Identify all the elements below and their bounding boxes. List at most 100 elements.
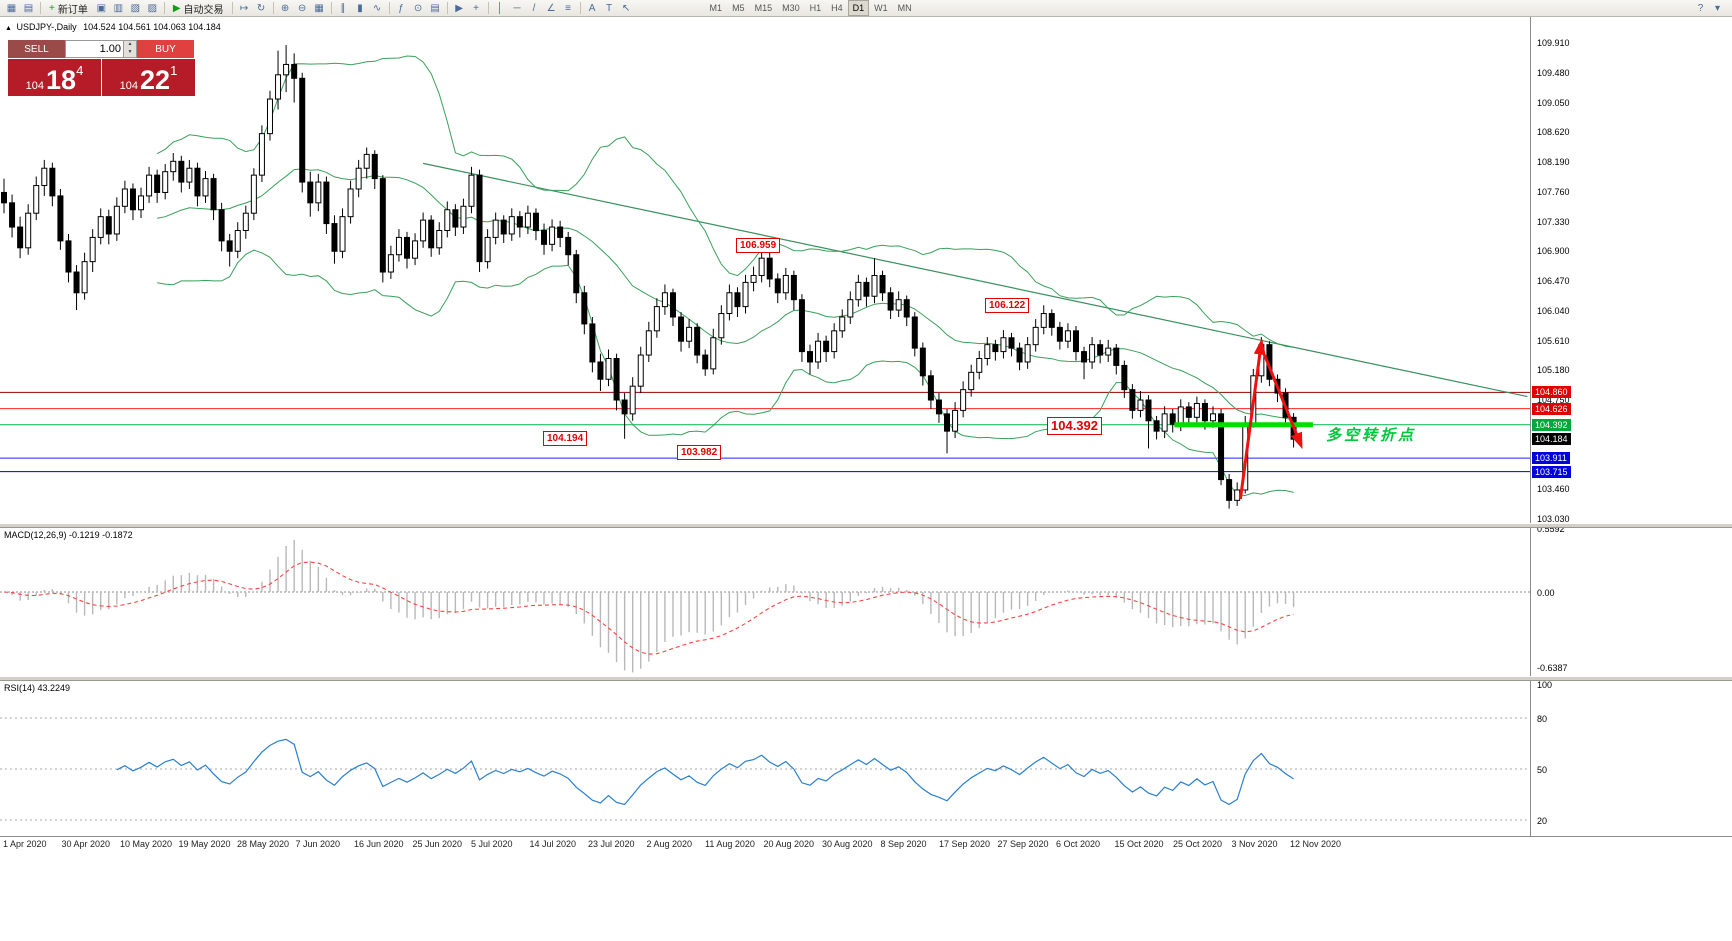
fibonacci-icon[interactable]: ≡ <box>565 2 571 14</box>
price-flag[interactable]: 104.392 <box>1047 417 1102 435</box>
buy-price-panel[interactable]: 104 22 1 <box>102 59 195 96</box>
date-label: 1 Apr 2020 <box>3 839 47 849</box>
timeframe-d1[interactable]: D1 <box>847 0 870 16</box>
price-axis-label: 105.610 <box>1537 335 1570 346</box>
date-label: 5 Jul 2020 <box>471 839 513 849</box>
price-flag[interactable]: 106.122 <box>985 298 1030 313</box>
price-axis-label: 104.750 <box>1537 395 1570 406</box>
date-label: 30 Apr 2020 <box>61 839 111 849</box>
text-icon[interactable]: A <box>588 2 596 14</box>
new-order-button-icon: + <box>49 2 55 14</box>
date-label: 6 Oct 2020 <box>1056 839 1101 849</box>
auto-scroll-icon[interactable]: ↻ <box>256 2 266 14</box>
date-label: 23 Jul 2020 <box>588 839 635 849</box>
one-click-toggle-icon[interactable]: ▲ <box>5 25 12 32</box>
trendline-icon[interactable]: / <box>532 2 536 14</box>
price-axis-label: 103.460 <box>1537 484 1570 495</box>
vline-icon[interactable]: │ <box>496 2 504 14</box>
price-flag[interactable]: 104.194 <box>543 431 588 446</box>
macd-axis-label: 0.5592 <box>1537 524 1565 534</box>
indicators-icon[interactable]: ƒ <box>398 2 404 14</box>
line-chart-icon[interactable]: ∿ <box>372 2 382 14</box>
sell-button[interactable]: SELL <box>8 40 65 58</box>
help-icon[interactable]: ? <box>1697 2 1704 14</box>
bar-chart-icon[interactable]: ∥ <box>340 2 346 14</box>
price-axis-label: 106.900 <box>1537 246 1570 257</box>
price-axis-tag: 103.715 <box>1532 465 1571 478</box>
timeframe-m5[interactable]: M5 <box>732 3 745 13</box>
panel-separator[interactable] <box>0 676 1732 681</box>
profiles-icon[interactable]: ▤ <box>23 2 34 14</box>
data-window-icon[interactable]: ▥ <box>113 2 124 14</box>
grid-icon[interactable]: ▦ <box>314 2 324 14</box>
volume-stepper[interactable]: 1.00 ▲ ▼ <box>65 40 137 58</box>
symbol-period-label: USDJPY-,Daily <box>16 22 77 32</box>
sell-price-fraction: 4 <box>76 63 84 78</box>
one-click-trade-widget: SELL 1.00 ▲ ▼ BUY 104 18 4 104 22 1 <box>8 40 196 96</box>
zoom-out-icon[interactable]: ⊖ <box>297 2 307 14</box>
macd-axis-label: 0.00 <box>1537 588 1555 598</box>
templates-icon[interactable]: ▤ <box>430 2 440 14</box>
timeframe-h4[interactable]: H4 <box>831 3 843 13</box>
arrows-icon[interactable]: ↖ <box>621 2 631 14</box>
date-label: 14 Jul 2020 <box>529 839 577 849</box>
rsi-axis-label: 80 <box>1537 714 1548 724</box>
new-order-button[interactable]: + 新订单 <box>44 1 93 16</box>
rsi-axis-label: 50 <box>1537 765 1548 775</box>
chart-shift-icon[interactable]: ↦ <box>239 2 249 14</box>
date-label: 28 May 2020 <box>237 839 290 849</box>
date-label: 19 May 2020 <box>178 839 231 849</box>
price-axis-tag: 104.626 <box>1532 402 1571 415</box>
price-axis-label: 106.040 <box>1537 305 1570 316</box>
price-flag[interactable]: 103.982 <box>677 445 722 460</box>
timeframe-w1[interactable]: W1 <box>874 3 888 13</box>
date-label: 25 Jun 2020 <box>412 839 463 849</box>
price-axis-tag: 104.860 <box>1532 386 1571 399</box>
price-axis-label: 109.050 <box>1537 97 1570 108</box>
terminal-icon[interactable]: ▨ <box>147 2 158 14</box>
price-chart[interactable] <box>0 17 1732 523</box>
price-axis-tag: 103.911 <box>1532 452 1570 465</box>
macd-title: MACD(12,26,9) -0.1219 -0.1872 <box>4 530 133 540</box>
panel-separator[interactable] <box>0 523 1732 528</box>
turning-point-annotation[interactable]: 多空转折点 <box>1326 427 1417 444</box>
date-label: 20 Aug 2020 <box>763 839 815 849</box>
toolbar-separator <box>388 2 390 14</box>
market-watch-icon[interactable]: ▣ <box>96 2 107 14</box>
spin-up-icon[interactable]: ▲ <box>127 41 133 47</box>
zoom-in-icon[interactable]: ⊕ <box>280 2 290 14</box>
panels-icon[interactable]: ▾ <box>1714 2 1721 14</box>
volume-spin-buttons[interactable]: ▲ ▼ <box>123 41 136 57</box>
candlestick-icon[interactable]: ▮ <box>357 2 363 14</box>
spin-down-icon[interactable]: ▼ <box>127 49 133 55</box>
macd-panel-chart[interactable] <box>0 526 1732 676</box>
timeframe-mn[interactable]: MN <box>897 3 912 13</box>
sell-price-panel[interactable]: 104 18 4 <box>8 59 101 96</box>
timeframe-m1[interactable]: M1 <box>709 3 723 13</box>
new-chart-icon[interactable]: ▦ <box>6 2 17 14</box>
sell-price-whole: 104 <box>25 80 45 92</box>
timeframe-m15[interactable]: M15 <box>754 3 773 13</box>
date-label: 11 Aug 2020 <box>705 839 755 849</box>
timeframe-h1[interactable]: H1 <box>809 3 822 13</box>
price-axis-label: 107.760 <box>1537 186 1570 197</box>
periods-icon[interactable]: ⊙ <box>413 2 423 14</box>
price-flag[interactable]: 106.959 <box>736 238 781 253</box>
navigator-icon[interactable]: ▧ <box>130 2 141 14</box>
hline-icon[interactable]: ─ <box>513 2 521 14</box>
buy-button[interactable]: BUY <box>137 40 194 58</box>
price-axis-label: 105.180 <box>1537 365 1570 376</box>
volume-value[interactable]: 1.00 <box>99 43 121 55</box>
price-axis-tag: 104.184 <box>1532 433 1571 446</box>
timeframe-m30[interactable]: M30 <box>782 3 800 13</box>
autotrade-button[interactable]: ▶ 自动交易 <box>168 1 229 16</box>
text-label-icon[interactable]: T <box>605 2 613 14</box>
price-axis-label: 109.910 <box>1537 38 1570 48</box>
channel-icon[interactable]: ∠ <box>546 2 556 14</box>
cursor-icon[interactable]: ▶ <box>455 2 463 14</box>
date-label: 25 Oct 2020 <box>1173 839 1223 849</box>
toolbar-separator <box>231 2 233 14</box>
rsi-panel-chart[interactable] <box>0 680 1732 836</box>
crosshair-icon[interactable]: + <box>473 2 479 14</box>
date-label: 12 Nov 2020 <box>1290 839 1342 849</box>
